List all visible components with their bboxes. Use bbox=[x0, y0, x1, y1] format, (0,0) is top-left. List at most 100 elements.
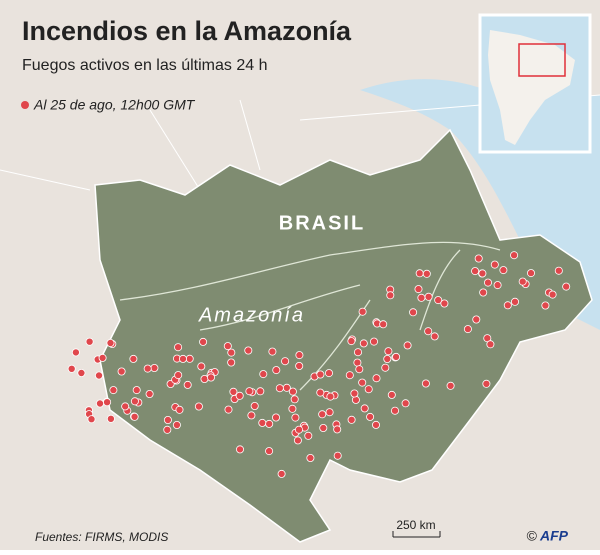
fire-dot bbox=[247, 411, 256, 420]
fire-dot bbox=[483, 278, 492, 287]
fire-dot bbox=[347, 415, 356, 424]
fire-dot bbox=[486, 340, 495, 349]
fire-dot bbox=[272, 366, 281, 375]
fire-dot bbox=[548, 290, 557, 299]
fire-dot bbox=[244, 346, 253, 355]
fire-dot bbox=[129, 354, 138, 363]
fire-dot bbox=[503, 301, 512, 310]
fire-dot bbox=[150, 363, 159, 372]
fire-dot bbox=[175, 405, 184, 414]
fire-dot bbox=[235, 445, 244, 454]
fire-dot bbox=[130, 412, 139, 421]
fire-dot bbox=[291, 413, 300, 422]
fire-dot bbox=[265, 447, 274, 456]
fire-dot bbox=[319, 423, 328, 432]
fire-dot bbox=[541, 301, 550, 310]
fire-dot bbox=[403, 341, 412, 350]
fire-dot bbox=[387, 390, 396, 399]
fire-dot bbox=[121, 402, 130, 411]
fire-dot bbox=[71, 348, 80, 357]
fire-dot bbox=[463, 325, 472, 334]
fire-dot bbox=[109, 386, 118, 395]
fire-dot bbox=[414, 285, 423, 294]
source: Fuentes: FIRMS, MODIS bbox=[35, 530, 168, 544]
fire-dot bbox=[518, 277, 527, 286]
fire-dot bbox=[482, 379, 491, 388]
fire-dot bbox=[510, 297, 519, 306]
fire-dot bbox=[430, 332, 439, 341]
fire-dot bbox=[265, 419, 274, 428]
fire-dot bbox=[223, 342, 232, 351]
scale-label: 250 km bbox=[396, 518, 435, 532]
fire-dot bbox=[381, 363, 390, 372]
fire-dot bbox=[351, 395, 360, 404]
fire-dot bbox=[294, 425, 303, 434]
fire-dot bbox=[499, 266, 508, 275]
fire-dot bbox=[98, 353, 107, 362]
fire-dot bbox=[527, 269, 536, 278]
fire-dot bbox=[424, 327, 433, 336]
fire-dot bbox=[96, 399, 105, 408]
fire-dot bbox=[288, 387, 297, 396]
fire-dot bbox=[281, 357, 290, 366]
fire-dot bbox=[258, 418, 267, 427]
fire-dot bbox=[347, 337, 356, 346]
country-label: BRASIL bbox=[279, 212, 365, 234]
fire-dot bbox=[77, 368, 86, 377]
fire-dot bbox=[145, 389, 154, 398]
fire-dot bbox=[295, 361, 304, 370]
legend-label: Al 25 de ago, 12h00 GMT bbox=[33, 97, 196, 113]
fire-dot bbox=[424, 292, 433, 301]
fire-dot bbox=[355, 365, 364, 374]
fire-dot bbox=[130, 397, 139, 406]
fire-dot bbox=[183, 380, 192, 389]
fire-dot bbox=[324, 369, 333, 378]
fire-dot bbox=[132, 386, 141, 395]
fire-dot bbox=[194, 402, 203, 411]
fire-dot bbox=[268, 347, 277, 356]
fire-dot bbox=[562, 282, 571, 291]
fire-dot bbox=[479, 288, 488, 297]
fire-dot bbox=[364, 385, 373, 394]
fire-dot bbox=[409, 308, 418, 317]
fire-dot bbox=[417, 293, 426, 302]
fire-dot bbox=[106, 414, 115, 423]
fire-dot bbox=[316, 370, 325, 379]
fire-dot bbox=[67, 364, 76, 373]
legend-marker bbox=[21, 101, 29, 109]
title: Incendios en la Amazonía bbox=[22, 16, 352, 46]
fire-dot bbox=[326, 392, 335, 401]
fire-dot bbox=[227, 358, 236, 367]
copyright: © bbox=[527, 528, 538, 544]
fire-dot bbox=[235, 391, 244, 400]
fire-dot bbox=[446, 381, 455, 390]
fire-dot bbox=[371, 420, 380, 429]
fire-dot bbox=[372, 374, 381, 383]
fire-dot bbox=[224, 405, 233, 414]
fire-dot bbox=[359, 339, 368, 348]
fire-dot bbox=[163, 415, 172, 424]
fire-dot bbox=[472, 315, 481, 324]
fire-dot bbox=[353, 358, 362, 367]
fire-dot bbox=[392, 352, 401, 361]
fire-dot bbox=[318, 410, 327, 419]
border-line bbox=[0, 99, 261, 191]
fire-dot bbox=[172, 420, 181, 429]
inset-highlight bbox=[518, 43, 566, 77]
fire-dot bbox=[295, 351, 304, 360]
fire-dot bbox=[199, 337, 208, 346]
fire-dot bbox=[143, 364, 152, 373]
fire-dot bbox=[325, 408, 334, 417]
fire-dot bbox=[440, 299, 449, 308]
fire-dot bbox=[227, 348, 236, 357]
fire-dot bbox=[271, 413, 280, 422]
fire-dot bbox=[250, 401, 259, 410]
fire-dot bbox=[290, 395, 299, 404]
fire-dot bbox=[304, 431, 313, 440]
fire-dot bbox=[316, 388, 325, 397]
fire-dot bbox=[478, 269, 487, 278]
fire-dot bbox=[174, 343, 183, 352]
fire-dot bbox=[245, 387, 254, 396]
subtitle: Fuegos activos en las últimas 24 h bbox=[22, 57, 267, 74]
fire-dot bbox=[554, 266, 563, 275]
